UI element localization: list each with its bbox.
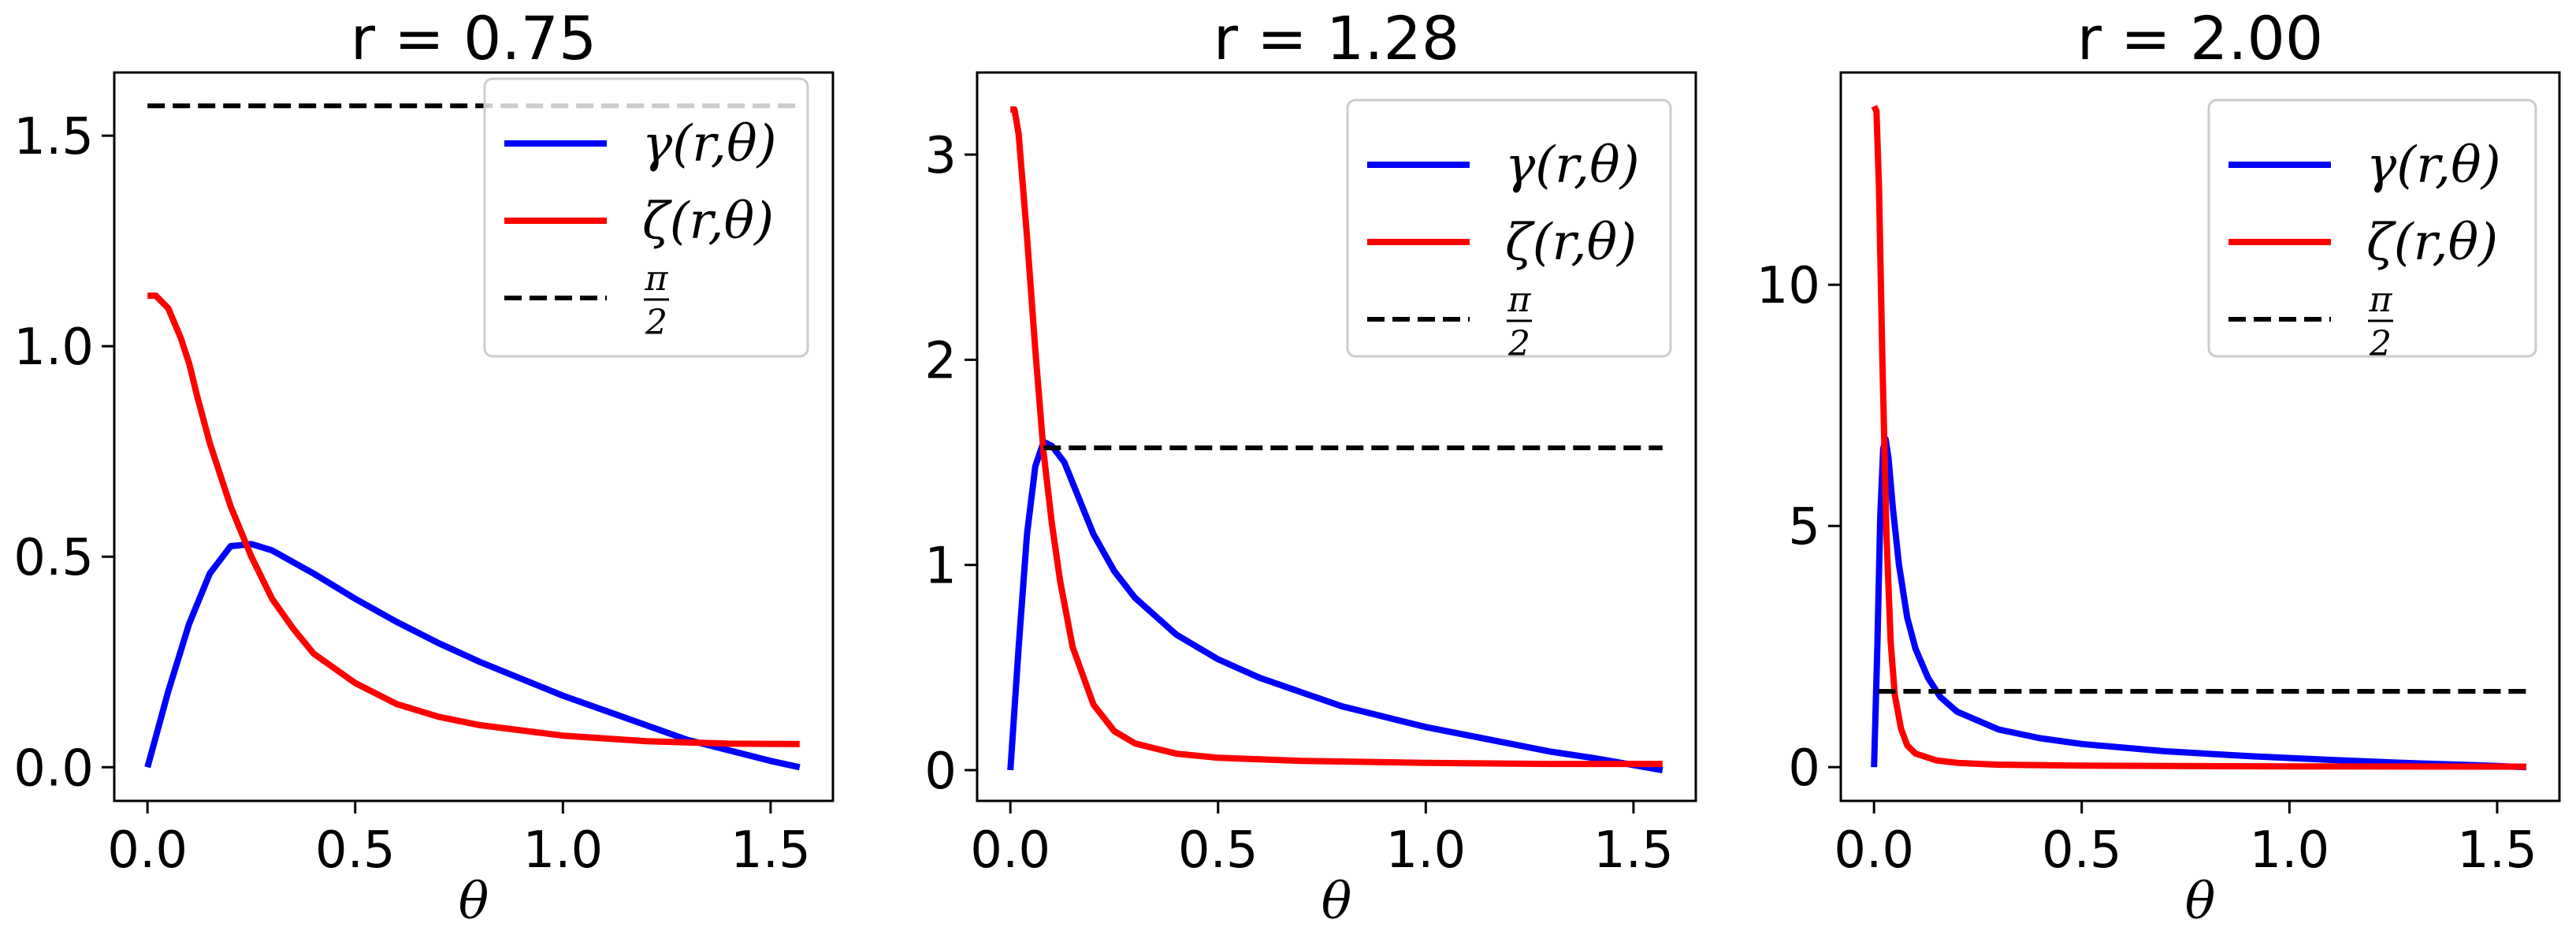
x-tick-label: 0.0 [970, 821, 1050, 880]
series-line-gamma [144, 541, 801, 771]
legend: γ(r,θ)ζ(r,θ)π/2π2 [483, 77, 809, 358]
y-tick-label: 1.0 [13, 318, 94, 377]
y-tick-label: 0.0 [13, 739, 94, 798]
y-tick-label: 0 [1788, 739, 1820, 798]
x-axis-label: θ [2185, 873, 2216, 931]
y-tick-label: 5 [1788, 498, 1820, 557]
x-tick-label: 1.5 [2457, 821, 2537, 880]
legend-label: γ(r,θ) [2366, 136, 2501, 195]
axes-frame [113, 71, 835, 802]
x-tick-label: 0.0 [107, 821, 188, 880]
chart-title: r = 2.00 [2077, 3, 2323, 73]
legend-label: γ(r,θ) [642, 115, 777, 173]
legend: γ(r,θ)ζ(r,θ)π/2π2 [2207, 99, 2537, 364]
axes-frame [976, 71, 1697, 802]
series-line-zeta [1010, 106, 1663, 768]
x-tick-label: 1.5 [730, 821, 811, 880]
y-tick-label: 2 [924, 332, 957, 390]
y-tick-label: 0.5 [13, 529, 94, 587]
x-tick-label: 1.0 [1385, 821, 1466, 880]
legend-label-numerator: π [1507, 280, 1532, 320]
axes-frame [1839, 71, 2561, 802]
legend-label: ζ(r,θ) [2366, 214, 2498, 272]
x-tick-label: 1.0 [2249, 821, 2329, 880]
x-tick-label: 1.0 [522, 821, 603, 880]
legend: γ(r,θ)ζ(r,θ)π/2π2 [1346, 99, 1672, 364]
legend-box [483, 77, 809, 358]
y-tick-label: 3 [924, 127, 957, 185]
legend-label-numerator: π [2369, 280, 2393, 320]
y-tick-label: 0 [924, 743, 957, 801]
y-tick-label: 1.5 [13, 108, 94, 166]
legend-label-numerator: π [645, 259, 669, 299]
chart-title: r = 0.75 [351, 3, 597, 73]
y-tick-label: 1 [924, 538, 957, 596]
legend-label-denominator: 2 [2369, 324, 2392, 364]
y-tick-label: 10 [1756, 257, 1820, 315]
legend-label: ζ(r,θ) [642, 192, 774, 251]
x-tick-label: 0.0 [1834, 821, 1914, 880]
x-tick-label: 0.5 [1178, 821, 1258, 880]
x-tick-label: 0.5 [315, 821, 396, 880]
legend-label: γ(r,θ) [1505, 136, 1640, 195]
legend-label: ζ(r,θ) [1505, 214, 1637, 272]
series-line-zeta [147, 292, 800, 747]
legend-label-denominator: 2 [645, 303, 667, 343]
legend-label-denominator: 2 [1507, 324, 1530, 364]
chart-title: r = 1.28 [1214, 3, 1459, 73]
panel-1: 0.0 0.5 1.0 1.5 0.0 0.5 1.0 1.5 θ r = 0.75 γ(r,θ) ζ… [13, 3, 835, 931]
x-axis-label: θ [459, 873, 489, 931]
x-axis-label: θ [1321, 873, 1352, 931]
series-line-zeta [1871, 105, 2526, 770]
x-tick-label: 0.5 [2042, 821, 2122, 880]
series-line-gamma [1871, 436, 2526, 771]
x-tick-label: 1.5 [1593, 821, 1674, 880]
